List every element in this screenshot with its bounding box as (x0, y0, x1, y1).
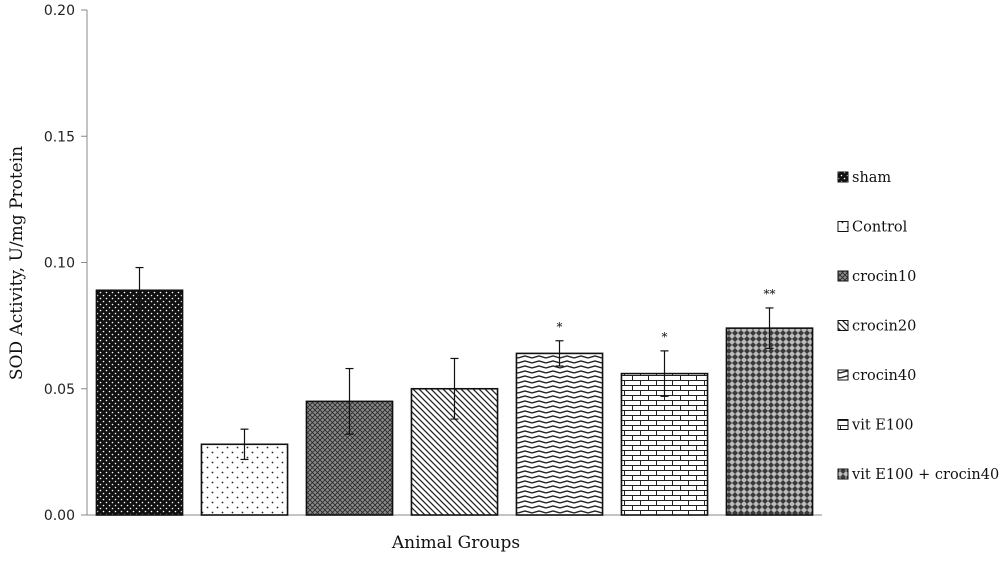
y-tick-label: 0.05 (44, 382, 75, 398)
significance-label-5: * (662, 330, 668, 344)
legend-swatch-4 (837, 369, 849, 381)
legend-label-0: sham (852, 170, 891, 186)
legend: sham Control crocin10 crocin20 crocin40 vit E… (837, 170, 999, 483)
y-tick-label: 0.20 (44, 3, 75, 19)
y-tick-label: 0.00 (44, 508, 75, 524)
legend-label-4: crocin40 (852, 368, 916, 384)
significance-label-6: ** (764, 287, 776, 301)
significance-label-4: * (557, 320, 563, 334)
y-tick-label: 0.10 (44, 256, 75, 272)
legend-swatch-5 (837, 419, 849, 430)
legend-label-6: vit E100 + crocin40 (851, 467, 999, 483)
y-tick-label: 0.15 (44, 129, 75, 145)
legend-swatch-0 (837, 171, 849, 183)
bar-4 (515, 352, 604, 516)
bar-6 (725, 327, 814, 516)
legend-swatch-2 (837, 270, 849, 282)
legend-swatch-6 (837, 468, 849, 480)
legend-label-1: Control (852, 220, 908, 236)
x-axis-title: Animal Groups (391, 533, 520, 553)
legend-swatch-3 (837, 320, 849, 331)
bars (95, 289, 814, 516)
legend-swatch-1 (837, 221, 849, 232)
legend-label-2: crocin10 (852, 269, 916, 285)
bar-0 (95, 289, 184, 516)
y-axis-title: SOD Activity, U/mg Protein (7, 146, 27, 380)
error-bars: **** (135, 266, 776, 461)
legend-label-5: vit E100 (851, 418, 914, 434)
legend-label-3: crocin20 (852, 319, 916, 335)
